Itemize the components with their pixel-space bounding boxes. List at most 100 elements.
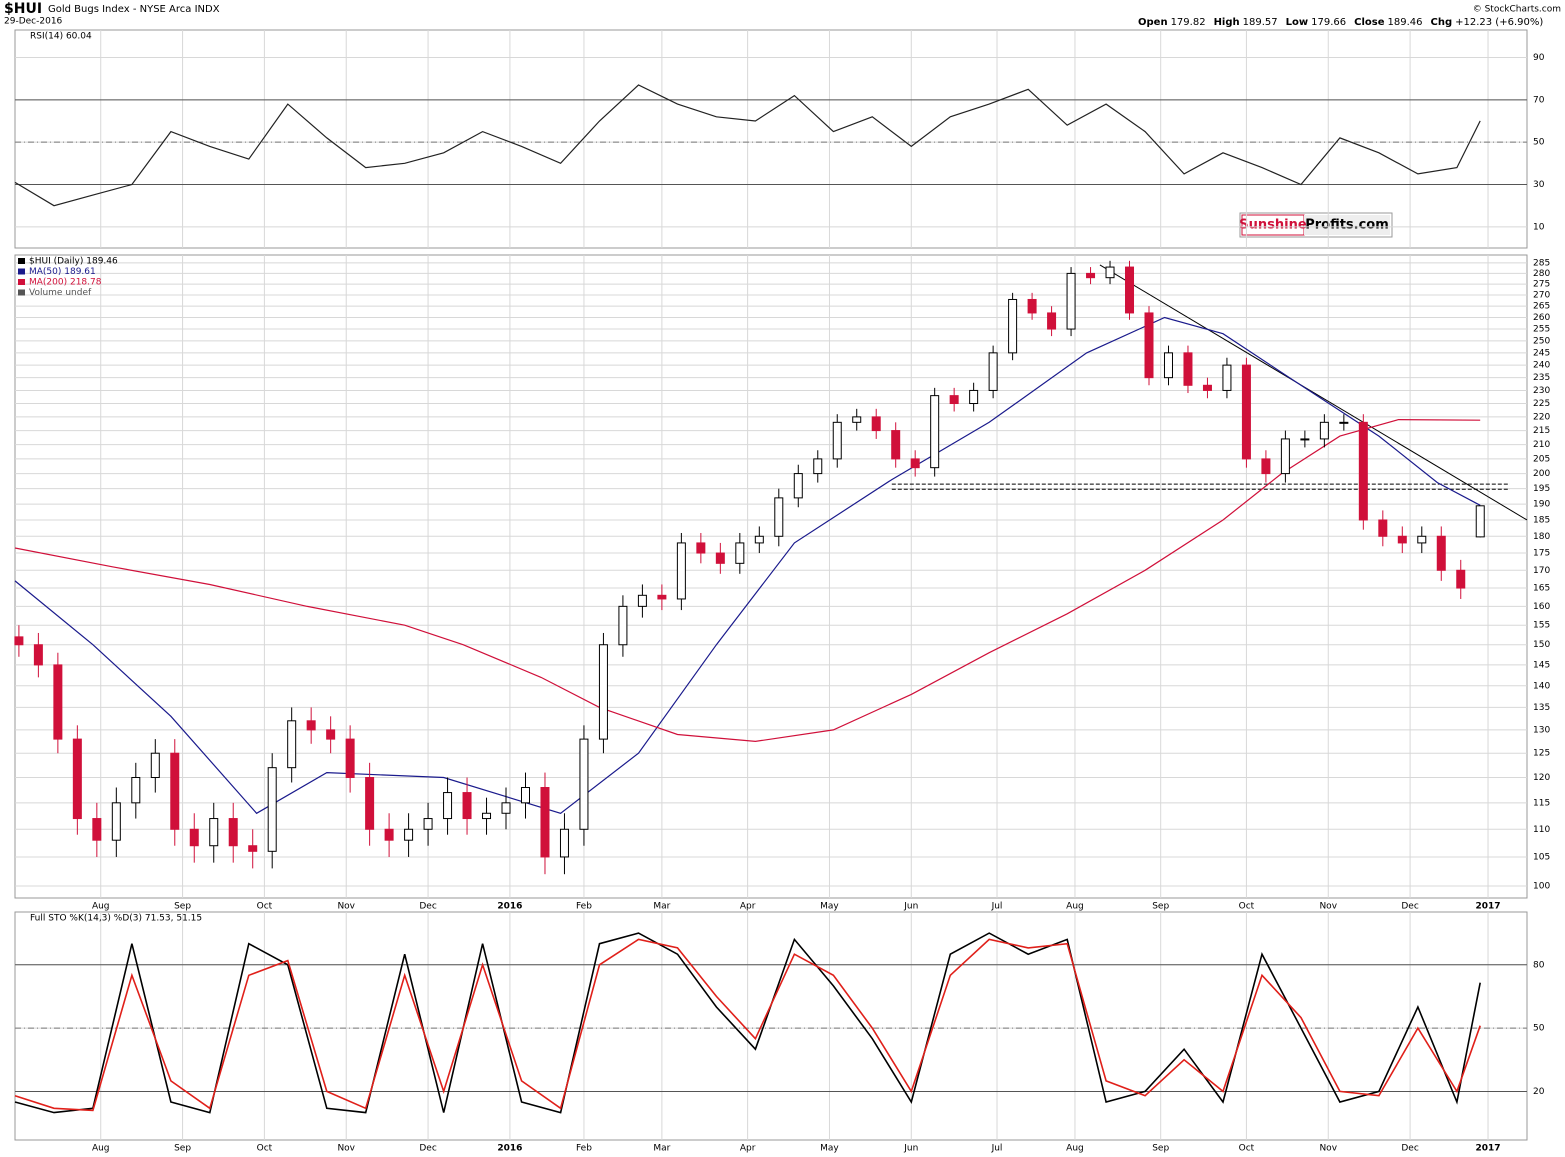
x-tick-label: 2016 — [497, 902, 522, 912]
candle-body — [345, 738, 355, 779]
x-tick-label: Apr — [740, 1144, 756, 1154]
panel-title: RSI(14) 60.04 — [30, 32, 92, 42]
candle-body — [715, 552, 725, 564]
candle-body — [1183, 352, 1193, 386]
candle-body — [501, 802, 511, 814]
candle-body — [170, 752, 180, 830]
candle-body — [832, 421, 842, 460]
quote-label: High — [1214, 17, 1240, 28]
candle-body — [1086, 272, 1096, 279]
candle-body — [1378, 519, 1388, 537]
candle-body — [988, 352, 998, 391]
quote-value: 179.82 — [1171, 17, 1206, 28]
quote-label: Low — [1286, 17, 1308, 28]
panel-frame — [14, 911, 1528, 1141]
y-tick-label: 210 — [1533, 440, 1550, 450]
symbol: $HUI — [4, 1, 42, 17]
y-tick-label: 175 — [1533, 549, 1550, 559]
x-tick-label: Dec — [419, 1144, 436, 1154]
candle-body — [1047, 312, 1057, 330]
candle-body — [1280, 438, 1290, 475]
x-tick-label: Jul — [991, 902, 1003, 912]
x-tick-label: Jun — [903, 902, 918, 912]
x-tick-label: Sep — [1152, 902, 1169, 912]
quote-value: 179.66 — [1311, 17, 1346, 28]
watermark-sunshine: Sunshine — [1239, 218, 1307, 233]
y-tick-label: 260 — [1533, 313, 1550, 323]
y-tick-label: 245 — [1533, 348, 1550, 358]
candle-body — [1339, 421, 1349, 424]
y-tick-label: 225 — [1533, 399, 1550, 409]
series-line — [14, 84, 1481, 207]
candle-body — [287, 720, 297, 769]
source: © StockCharts.com — [1473, 5, 1561, 15]
candle-body — [462, 792, 472, 820]
y-tick-label: 170 — [1533, 566, 1550, 576]
x-tick-label: Nov — [337, 902, 355, 912]
x-tick-label: Dec — [1401, 1144, 1418, 1154]
x-tick-label: Dec — [1401, 902, 1418, 912]
candle-body — [209, 818, 219, 847]
x-tick-label: Aug — [1066, 902, 1084, 912]
candle-body — [1397, 535, 1407, 544]
candle-body — [248, 845, 258, 852]
candle-body — [969, 389, 979, 405]
candle-body — [1241, 364, 1251, 460]
candle-body — [1300, 438, 1310, 441]
y-tick-label: 100 — [1533, 881, 1550, 891]
y-tick-label: 135 — [1533, 703, 1550, 713]
y-tick-label: 10 — [1533, 222, 1545, 232]
y-tick-label: 215 — [1533, 426, 1550, 436]
candle-body — [482, 812, 492, 820]
candle-body — [14, 636, 24, 646]
legend-swatch — [18, 268, 25, 275]
candle-body — [1144, 312, 1154, 379]
x-tick-label: 2017 — [1475, 1144, 1500, 1154]
y-tick-label: 285 — [1533, 258, 1550, 268]
y-tick-label: 50 — [1533, 1024, 1545, 1034]
candle-body — [793, 473, 803, 499]
legend-label: MA(200) 218.78 — [29, 278, 102, 288]
y-tick-label: 180 — [1533, 532, 1550, 542]
legend-label: MA(50) 189.61 — [29, 267, 96, 277]
candle-body — [384, 828, 394, 841]
x-tick-label: Nov — [337, 1144, 355, 1154]
candle-body — [404, 828, 414, 841]
series-line — [14, 932, 1481, 1114]
x-tick-label: Feb — [576, 1144, 592, 1154]
y-tick-label: 220 — [1533, 412, 1550, 422]
x-tick-label: May — [820, 1144, 839, 1154]
y-tick-label: 130 — [1533, 725, 1550, 735]
x-tick-label: Aug — [92, 1144, 110, 1154]
y-tick-label: 110 — [1533, 825, 1550, 835]
x-tick-label: 2017 — [1475, 902, 1500, 912]
quote-value: 189.46 — [1388, 17, 1423, 28]
y-tick-label: 145 — [1533, 660, 1550, 670]
candle-body — [754, 535, 764, 544]
y-tick-label: 125 — [1533, 749, 1550, 759]
x-tick-label: Aug — [1066, 1144, 1084, 1154]
candle-body — [92, 818, 102, 841]
candle-body — [1027, 298, 1037, 314]
legend-swatch — [18, 258, 25, 264]
quote-value: 189.57 — [1243, 17, 1278, 28]
candle-body — [598, 644, 608, 740]
candle-body — [676, 542, 686, 600]
candle-body — [72, 738, 82, 820]
candle-body — [891, 430, 901, 460]
candle-body — [637, 594, 647, 607]
candle-body — [326, 729, 336, 740]
x-tick-label: Oct — [1239, 902, 1255, 912]
x-tick-label: Sep — [1152, 1144, 1169, 1154]
candle-body — [657, 594, 667, 600]
x-tick-label: Sep — [174, 902, 191, 912]
x-tick-label: Aug — [92, 902, 110, 912]
x-tick-label: Oct — [257, 1144, 273, 1154]
candle-body — [1163, 352, 1173, 379]
y-tick-label: 240 — [1533, 361, 1550, 371]
candle-body — [735, 542, 745, 564]
candle-body — [579, 738, 589, 830]
y-tick-label: 200 — [1533, 469, 1550, 479]
series-line — [14, 316, 1481, 815]
y-tick-label: 195 — [1533, 484, 1550, 494]
